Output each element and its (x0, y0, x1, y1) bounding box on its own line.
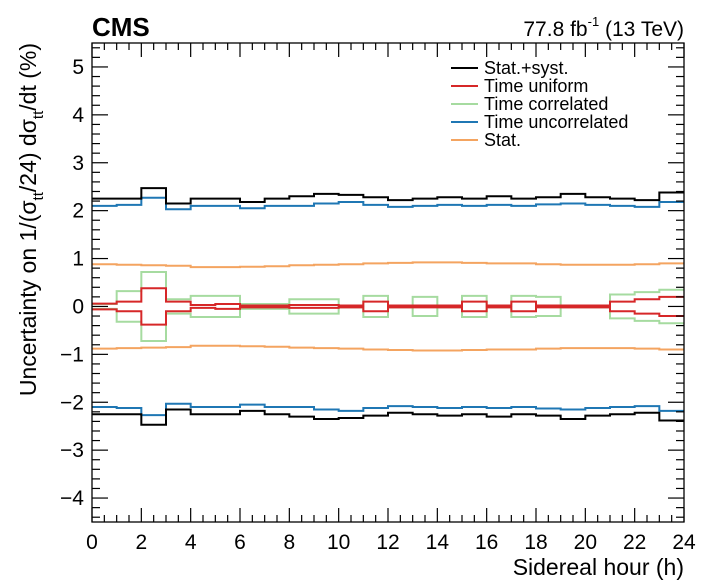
x-tick-label: 16 (475, 531, 498, 554)
x-tick-label: 4 (185, 531, 197, 554)
experiment-label: CMS (92, 12, 150, 42)
y-axis-label: Uncertainty on 1/(σtt/24) dσtt/dt (%) (15, 43, 47, 396)
y-tick-label: −1 (60, 343, 84, 366)
x-axis-label: Sidereal hour (h) (513, 554, 684, 580)
x-tick-label: 6 (234, 531, 246, 554)
y-tick-label: −2 (60, 391, 84, 414)
x-tick-label: 14 (426, 531, 450, 554)
y-tick-label: 1 (72, 248, 84, 271)
series-time-uncorrelated-down (92, 402, 684, 417)
legend-label: Stat.+syst. (484, 58, 569, 78)
x-tick-label: 0 (86, 531, 98, 554)
y-tick-label: 3 (72, 152, 84, 175)
series-stat-up (92, 261, 684, 269)
x-tick-label: 8 (283, 531, 295, 554)
x-tick-label: 22 (623, 531, 646, 554)
y-tick-label: 5 (72, 56, 84, 79)
series-time-correlated-down (92, 306, 684, 342)
series-time-uncorrelated-up (92, 196, 684, 211)
x-tick-label: 10 (327, 531, 350, 554)
x-tick-label: 24 (672, 531, 696, 554)
x-tick-label: 20 (574, 531, 597, 554)
x-tick-label: 2 (135, 531, 147, 554)
y-tick-label: 2 (72, 200, 84, 223)
legend-label: Time correlated (484, 94, 608, 114)
legend-label: Stat. (484, 130, 521, 150)
y-tick-label: −3 (60, 439, 84, 462)
x-tick-label: 12 (376, 531, 399, 554)
x-tick-label: 18 (524, 531, 547, 554)
legend-label: Time uniform (484, 76, 588, 96)
lumi-label: 77.8 fb-1 (13 TeV) (523, 14, 684, 41)
series-time-uniform-up (92, 287, 684, 307)
series-stat-down (92, 344, 684, 352)
series-layer (92, 187, 684, 426)
series-stat-syst-up (92, 187, 684, 205)
legend-label: Time uncorrelated (484, 112, 628, 132)
series-time-correlated-up (92, 270, 684, 307)
y-tick-label: 4 (72, 104, 84, 127)
series-time-uniform-down (92, 306, 684, 326)
series-stat-syst-down (92, 408, 684, 426)
y-tick-label: −4 (60, 487, 84, 510)
y-tick-label: 0 (72, 295, 84, 318)
